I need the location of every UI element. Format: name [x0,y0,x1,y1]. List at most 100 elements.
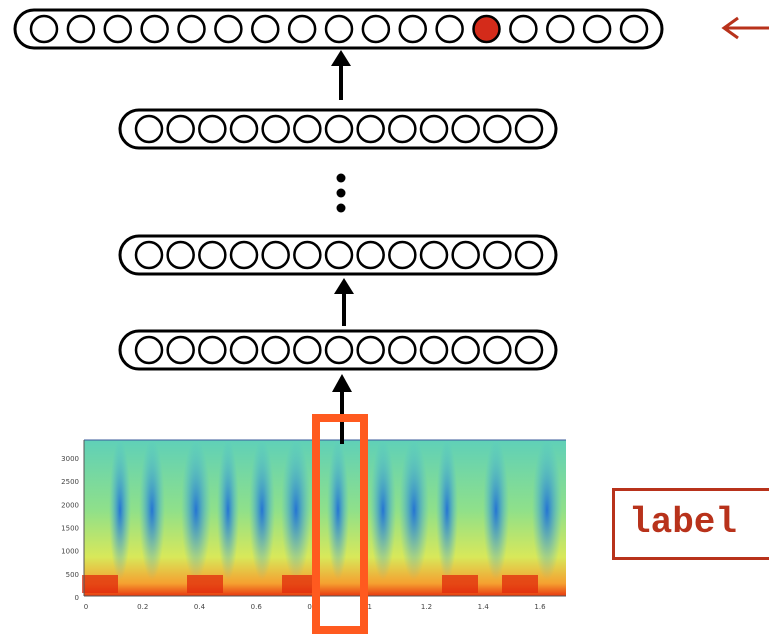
x-tick-label: 1.4 [478,603,490,611]
spectrogram-energy [282,575,318,593]
active-output-unit [472,14,501,44]
input-frame-highlight [312,414,368,634]
spectrogram-energy [187,575,223,593]
hidden-top-unit [261,114,290,144]
output-unit [103,14,132,44]
hidden-middle-unit [514,240,544,270]
hidden-bottom-unit [229,335,259,365]
hidden-middle-unit [324,240,354,270]
y-tick-label: 2500 [61,478,79,486]
output-unit [509,14,538,44]
hidden-bottom-unit [324,335,354,365]
hidden-middle-units [134,240,544,270]
spectrogram-energy [442,575,478,593]
hidden-bottom-unit [483,335,512,365]
label-text: label [629,502,738,543]
spectrogram-band [109,440,131,580]
x-tick-label: 0 [84,603,88,611]
target-arrow-icon [721,16,769,40]
hidden-middle-unit [356,240,385,270]
hidden-top-unit [198,114,227,144]
spectrogram-energy [502,575,538,593]
hidden-middle-unit [166,240,195,270]
hidden-top-unit [229,114,259,144]
y-tick-label: 500 [66,571,79,579]
hidden-bottom-unit [198,335,227,365]
spectrogram-y-ticks: 3000 2500 2000 1500 1000 500 0 [61,455,79,602]
spectrogram-texture [82,440,562,593]
arrow-hidden-bottom-to-middle [334,278,354,326]
hidden-top-unit [293,114,322,144]
hidden-middle-unit [483,240,512,270]
hidden-layer-middle [118,234,558,276]
hidden-bottom-unit [166,335,195,365]
y-tick-label: 1500 [61,525,79,533]
hidden-bottom-unit [451,335,480,365]
hidden-bottom-unit [514,335,544,365]
hidden-middle-unit [293,240,322,270]
hidden-top-unit [134,114,164,144]
hidden-middle-unit [419,240,449,270]
spectrogram-band [217,440,239,580]
output-unit [546,14,575,44]
y-tick-label: 2000 [61,501,79,509]
spectrogram-band [249,440,275,580]
hidden-middle-unit [388,240,417,270]
x-tick-label: 0.4 [194,603,206,611]
spectrogram-band [483,440,509,580]
hidden-top-units [134,114,544,144]
y-tick-label: 1000 [61,548,79,556]
output-unit [324,14,354,44]
spectrogram-band [399,440,429,580]
hidden-top-unit [483,114,512,144]
spectrogram-band [370,440,396,580]
arrow-input-to-hidden-bottom [332,374,352,444]
hidden-top-unit [388,114,417,144]
hidden-layer-top [118,108,558,150]
hidden-bottom-unit [356,335,385,365]
hidden-top-unit [324,114,354,144]
hidden-bottom-unit [134,335,164,365]
arrow-hidden-top-to-output [331,50,351,100]
label-box: label [612,488,769,560]
output-unit [361,14,391,44]
spectrogram-band [436,440,458,580]
hidden-middle-unit [261,240,290,270]
spectrogram-band [327,440,349,580]
output-units [29,14,649,44]
output-unit [66,14,96,44]
y-tick-label: 3000 [61,455,79,463]
hidden-top-unit [166,114,195,144]
hidden-bottom-unit [419,335,449,365]
hidden-middle-unit [229,240,259,270]
output-unit [29,14,59,44]
output-unit [177,14,206,44]
hidden-middle-unit [134,240,164,270]
output-unit [251,14,280,44]
x-tick-label: 1 [368,603,372,611]
output-unit [214,14,243,44]
hidden-bottom-unit [388,335,417,365]
hidden-middle-unit [198,240,227,270]
output-unit [287,14,317,44]
hidden-layer-bottom [118,329,558,371]
spectrogram-band [281,440,311,580]
output-unit [582,14,612,44]
x-tick-label: 0.2 [137,603,148,611]
spectrogram-energy [82,575,118,593]
hidden-bottom-unit [293,335,322,365]
spectrogram-band [532,440,562,580]
x-tick-label: 1.2 [421,603,432,611]
spectrogram-band [139,440,165,580]
output-unit [140,14,169,44]
hidden-top-unit [356,114,385,144]
y-tick-label: 0 [75,594,79,602]
spectrogram-band [181,440,211,580]
output-unit [619,14,649,44]
hidden-middle-unit [451,240,480,270]
output-layer [13,8,664,50]
x-tick-label: 1.6 [534,603,546,611]
x-tick-label: 0.6 [251,603,263,611]
